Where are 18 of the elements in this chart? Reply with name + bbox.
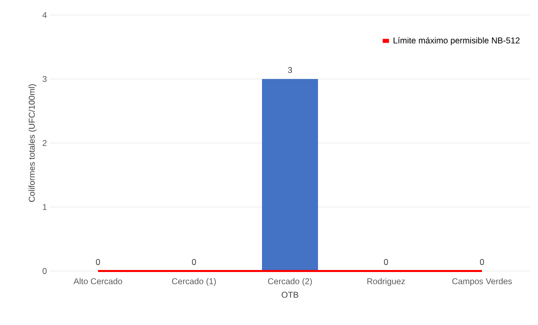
y-tick-label: 2 (42, 140, 47, 146)
x-tick-label: Rodriguez (367, 278, 405, 286)
legend-label: Límite máximo permisible NB-512 (394, 37, 520, 46)
data-label: 3 (288, 66, 292, 73)
y-tick-label: 4 (42, 12, 47, 18)
data-label: 0 (192, 258, 196, 265)
y-tick-label: 3 (42, 76, 47, 82)
y-tick-label: 0 (42, 268, 47, 274)
data-label: 0 (384, 258, 388, 265)
x-tick-label: Cercado (2) (268, 278, 312, 286)
x-axis-title: OTB (282, 292, 298, 298)
data-label: 0 (96, 258, 100, 265)
x-tick-label: Campos Verdes (452, 278, 512, 286)
data-label: 0 (480, 258, 484, 265)
y-axis-title: Coliformes totales (UFC/100ml) (28, 84, 36, 202)
y-tick-label: 1 (42, 204, 47, 210)
x-tick-label: Cercado (1) (172, 278, 216, 286)
x-tick-label: Alto Cercado (74, 278, 122, 284)
